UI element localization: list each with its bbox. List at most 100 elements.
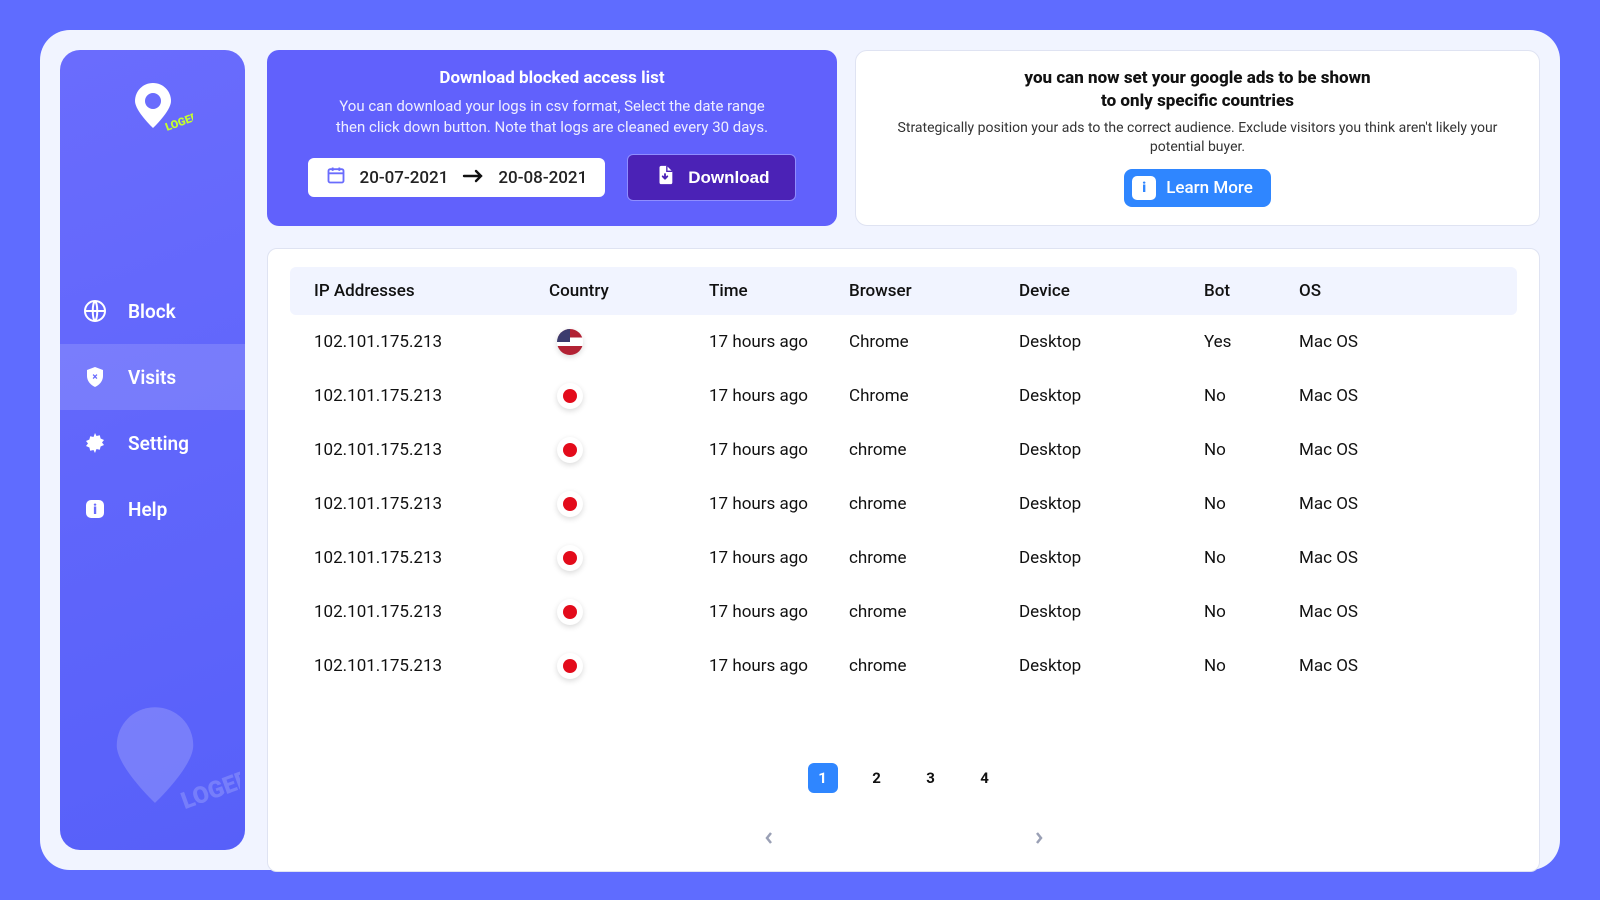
calendar-icon [326,165,346,190]
cell-browser: chrome [849,440,1019,460]
sidebar-label: Help [128,498,167,521]
cell-bot: No [1204,386,1299,406]
sidebar-item-setting[interactable]: Setting [60,410,245,476]
gear-icon [82,430,108,456]
cell-browser: Chrome [849,386,1019,406]
cell-device: Desktop [1019,332,1204,352]
download-icon [654,164,676,191]
cell-browser: Chrome [849,332,1019,352]
cell-country [549,653,709,679]
learn-more-button[interactable]: i Learn More [1124,169,1271,207]
cell-bot: No [1204,440,1299,460]
cell-country [549,491,709,517]
date-range-picker[interactable]: 20-07-2021 20-08-2021 [308,158,606,197]
cell-device: Desktop [1019,440,1204,460]
pagination: 1234 [290,693,1517,857]
cell-device: Desktop [1019,548,1204,568]
cell-os: Mac OS [1299,386,1493,406]
cell-browser: chrome [849,494,1019,514]
col-header-time: Time [709,281,849,301]
table-row[interactable]: 102.101.175.213 17 hours agochromeDesktop… [290,477,1517,531]
sidebar-item-block[interactable]: Block [60,278,245,344]
col-header-country: Country [549,281,709,301]
date-from-value: 20-07-2021 [360,168,449,188]
cell-time: 17 hours ago [709,494,849,514]
table-row[interactable]: 102.101.175.21317 hours agochromeDesktop… [290,585,1517,639]
app-container: LOGED Block × Visits Setting [40,30,1560,870]
cell-ip: 102.101.175.213 [314,440,549,460]
download-title: Download blocked access list [295,68,809,88]
flag-unknown-icon [557,383,583,409]
brand-logo: LOGED [60,68,245,158]
learn-card: you can now set your google ads to be sh… [855,50,1540,226]
cell-country [549,329,709,355]
cell-bot: No [1204,494,1299,514]
watermark-logo: LOGED [70,686,240,850]
sidebar: LOGED Block × Visits Setting [60,50,245,850]
visits-table: IP Addresses Country Time Browser Device… [267,248,1540,872]
sidebar-label: Block [128,300,176,323]
cell-time: 17 hours ago [709,548,849,568]
info-icon: i [82,496,108,522]
table-row[interactable]: 102.101.175.213 17 hours agochromeDesktop… [290,423,1517,477]
cell-bot: Yes [1204,332,1299,352]
cell-bot: No [1204,656,1299,676]
globe-icon [82,298,108,324]
col-header-os: OS [1299,281,1493,301]
col-header-device: Device [1019,281,1204,301]
cell-os: Mac OS [1299,602,1493,622]
page-prev[interactable] [754,823,784,853]
table-row[interactable]: 102.101.175.21317 hours agoChromeDesktop… [290,369,1517,423]
table-row[interactable]: 102.101.175.21317 hours agochromeDesktop… [290,531,1517,585]
cell-time: 17 hours ago [709,332,849,352]
page-next[interactable] [1024,823,1054,853]
cell-time: 17 hours ago [709,386,849,406]
cell-os: Mac OS [1299,656,1493,676]
cell-ip: 102.101.175.213 [314,332,549,352]
cell-time: 17 hours ago [709,440,849,460]
flag-us-icon [557,329,583,355]
cell-ip: 102.101.175.213 [314,548,549,568]
cell-device: Desktop [1019,656,1204,676]
cell-bot: No [1204,602,1299,622]
cell-browser: chrome [849,656,1019,676]
flag-unknown-icon [557,599,583,625]
cell-bot: No [1204,548,1299,568]
page-1[interactable]: 1 [808,763,838,793]
download-button[interactable]: Download [627,154,796,201]
table-row[interactable]: 102.101.175.21317 hours agochromeDesktop… [290,639,1517,693]
flag-unknown-icon [557,545,583,571]
main-area: Download blocked access list You can dow… [267,50,1540,850]
cell-time: 17 hours ago [709,602,849,622]
top-cards: Download blocked access list You can dow… [267,50,1540,226]
cell-ip: 102.101.175.213 [314,494,549,514]
cell-country [549,545,709,571]
download-description: You can download your logs in csv format… [332,96,772,138]
sidebar-item-help[interactable]: i Help [60,476,245,542]
page-3[interactable]: 3 [916,763,946,793]
sidebar-label: Visits [128,366,176,389]
date-to-value: 20-08-2021 [498,168,587,188]
cell-browser: chrome [849,602,1019,622]
cell-device: Desktop [1019,602,1204,622]
svg-text:i: i [93,502,97,518]
table-body: 102.101.175.21317 hours agoChromeDesktop… [290,315,1517,693]
info-badge-icon: i [1132,176,1156,200]
cell-time: 17 hours ago [709,656,849,676]
arrow-right-icon [462,168,484,188]
sidebar-nav: Block × Visits Setting i Help [60,278,245,542]
col-header-browser: Browser [849,281,1019,301]
cell-device: Desktop [1019,386,1204,406]
learn-button-label: Learn More [1166,178,1253,198]
table-row[interactable]: 102.101.175.213 17 hours agoChromeDesktop… [290,315,1517,369]
download-card: Download blocked access list You can dow… [267,50,837,226]
flag-unknown-icon [557,437,583,463]
page-4[interactable]: 4 [970,763,1000,793]
flag-unknown-icon [557,491,583,517]
page-2[interactable]: 2 [862,763,892,793]
sidebar-item-visits[interactable]: × Visits [60,344,245,410]
cell-country [549,383,709,409]
col-header-bot: Bot [1204,281,1299,301]
cell-device: Desktop [1019,494,1204,514]
cell-os: Mac OS [1299,332,1493,352]
